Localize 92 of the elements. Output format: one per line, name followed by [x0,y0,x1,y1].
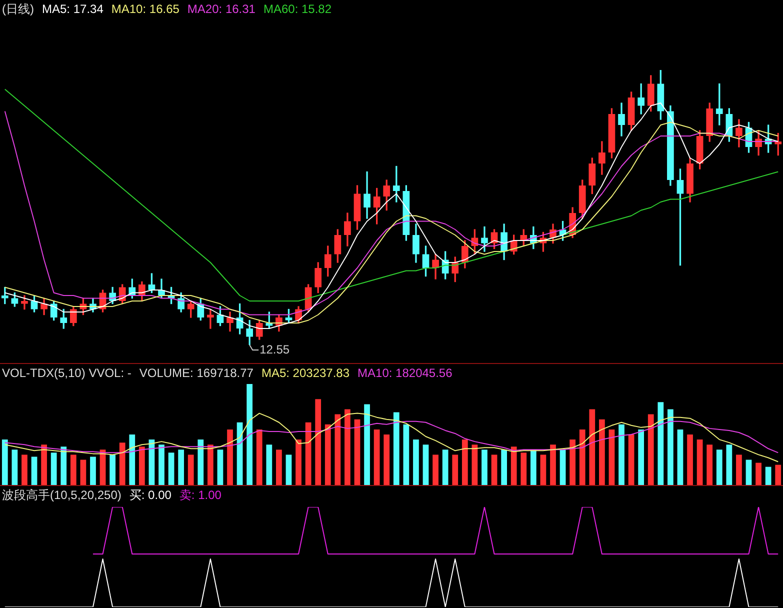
bar [324,424,331,485]
bar [207,444,214,485]
bar [510,446,517,485]
bar [188,454,194,485]
bar [217,450,224,485]
bar [256,429,262,485]
bar [384,434,390,485]
bar [482,450,488,485]
bar [178,450,184,485]
bar [472,444,478,485]
bar [227,429,233,485]
bar [286,454,292,485]
bar [608,429,615,485]
bar [422,444,429,485]
text: 买: 0.00 [129,487,172,504]
bar [296,440,302,485]
text: MA20: 16.31 [187,1,256,18]
bar [736,454,742,485]
bar [60,446,67,485]
bar [432,454,438,485]
bar [540,454,546,485]
annotation: 12.55 [260,342,290,356]
candlestick [207,308,214,329]
bar [570,440,576,485]
bar [70,454,76,485]
bar [413,440,419,485]
bar [119,442,126,485]
bar [530,450,536,485]
bar [618,424,624,485]
bar [266,444,272,485]
bar [462,440,468,485]
bar [12,450,18,485]
bar [246,384,253,485]
bar [50,452,57,485]
bar [648,414,654,485]
bar [501,450,507,485]
bar [520,452,527,485]
bar [334,414,341,485]
bar [716,450,722,485]
bar [579,429,586,485]
bar [41,444,47,485]
bar [148,440,155,485]
text: 卖: 1.00 [179,487,222,504]
bar [687,434,693,485]
bar [305,422,312,485]
bar [22,454,28,485]
bar [442,450,448,485]
bar [668,409,674,485]
bar [775,464,782,485]
chart-title: VOL-TDX(5,10) VVOL: - [2,365,132,382]
bar [315,399,322,485]
bar [364,404,370,485]
bar [746,460,752,485]
bar [765,466,772,485]
bar [589,409,596,485]
bar [198,440,204,485]
bar [550,444,556,485]
bar [696,440,703,485]
bar [403,424,410,485]
bar [80,460,86,485]
bar [344,409,350,485]
bar [276,450,282,485]
bar [158,444,164,485]
bar [374,429,380,485]
bar [726,444,732,485]
bar [658,402,664,485]
bar [90,456,96,485]
bar [638,429,644,485]
bar [560,450,566,485]
text: MA5: 203237.83 [261,365,350,382]
text: MA60: 15.82 [263,1,332,18]
bar [598,419,605,485]
text: MA10: 182045.56 [358,365,452,382]
bar [138,446,145,485]
bar [491,454,498,485]
bar [706,444,713,485]
bar [756,462,762,485]
chart-title: 波段高手(10,5,20,250) [2,487,122,504]
bar [110,454,116,485]
bar [677,429,684,485]
text: MA10: 16.65 [111,1,180,18]
bar [2,440,8,485]
series-label: VOLUME: 169718.77 [139,365,254,382]
bar [354,419,360,485]
bar [452,454,458,485]
bar [31,456,38,485]
chart-title: (日线) [2,1,34,18]
bar [168,452,174,485]
bar [129,434,136,485]
bar [628,434,634,485]
text: MA5: 17.34 [42,1,104,18]
bar [393,412,400,485]
